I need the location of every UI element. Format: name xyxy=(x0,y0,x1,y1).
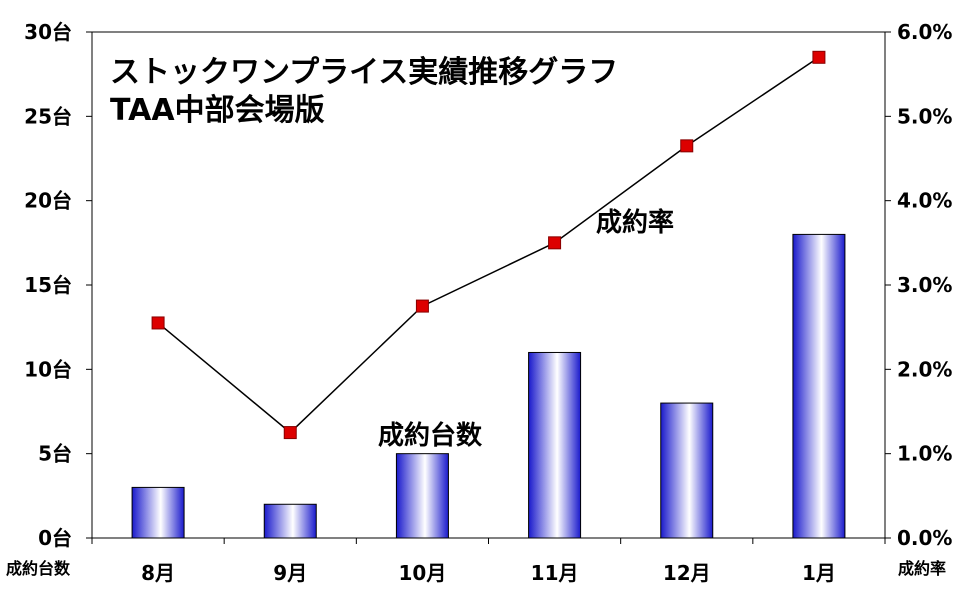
right-tick-label: 0.0% xyxy=(897,526,952,550)
bar xyxy=(395,453,449,539)
line-marker xyxy=(548,236,562,250)
x-axis: 8月 9月 10月 11月 12月 1月 xyxy=(91,538,886,585)
bar xyxy=(131,486,185,539)
bar xyxy=(792,233,846,539)
left-tick-label: 15台 xyxy=(24,273,72,297)
x-tick-label: 1月 xyxy=(802,561,836,585)
series-label-line: 成約率 xyxy=(596,207,674,238)
right-tick-label: 5.0% xyxy=(897,104,952,128)
bar xyxy=(660,402,714,539)
right-tick-label: 2.0% xyxy=(897,357,952,381)
left-tick-label: 5台 xyxy=(38,442,72,466)
line-series xyxy=(157,56,820,434)
left-tick-label: 30台 xyxy=(24,20,72,44)
bar xyxy=(528,351,582,539)
right-axis-label: 成約率 xyxy=(898,559,946,578)
line-marker xyxy=(415,299,429,313)
bars-layer xyxy=(131,233,846,539)
bar xyxy=(263,503,317,539)
left-tick-label: 10台 xyxy=(24,357,72,381)
line-marker xyxy=(283,426,297,440)
left-tick-label: 0台 xyxy=(38,526,72,550)
left-tick-label: 25台 xyxy=(24,104,72,128)
x-tick-label: 9月 xyxy=(273,561,307,585)
right-tick-label: 1.0% xyxy=(897,442,952,466)
right-axis: 0.0% 1.0% 2.0% 3.0% 4.0% 5.0% 6.0% xyxy=(885,20,952,550)
x-tick-label: 8月 xyxy=(141,561,175,585)
x-tick-label: 12月 xyxy=(663,561,711,585)
right-tick-label: 6.0% xyxy=(897,20,952,44)
line-marker xyxy=(680,139,694,153)
chart-title: ストックワンプライス実績推移グラフ xyxy=(110,55,618,90)
left-axis-label: 成約台数 xyxy=(6,559,71,578)
right-tick-label: 4.0% xyxy=(897,189,952,213)
series-label-bars: 成約台数 xyxy=(378,420,483,451)
left-axis: 0台 5台 10台 15台 20台 25台 30台 xyxy=(24,20,92,550)
x-tick-label: 10月 xyxy=(398,561,446,585)
line-marker xyxy=(151,316,165,330)
chart-subtitle: TAA中部会場版 xyxy=(110,93,325,128)
right-tick-label: 3.0% xyxy=(897,273,952,297)
left-tick-label: 20台 xyxy=(24,189,72,213)
line-marker xyxy=(812,50,826,64)
x-tick-label: 11月 xyxy=(531,561,579,585)
line-layer xyxy=(151,50,826,440)
